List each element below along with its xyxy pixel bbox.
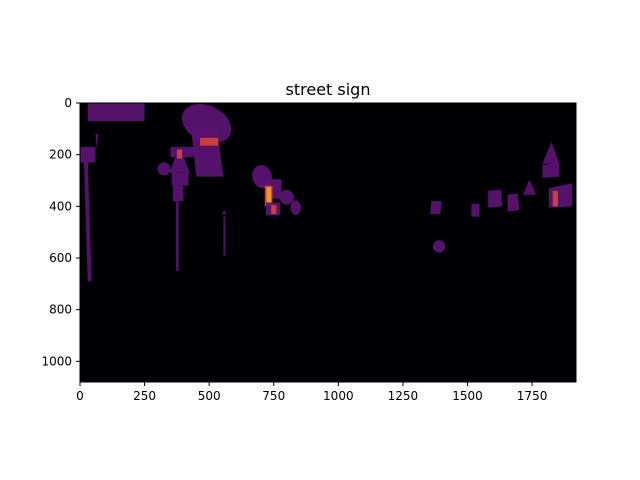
- x-tick-label: 0: [76, 389, 84, 403]
- chart-title: street sign: [286, 80, 371, 99]
- heatmap-region: [542, 141, 560, 164]
- heatmap-region: [507, 193, 520, 212]
- heatmap-region: [290, 200, 301, 215]
- heatmap-region: [80, 146, 96, 163]
- x-tick-label: 250: [133, 389, 156, 403]
- x-tick-label: 750: [262, 389, 285, 403]
- heatmap-region: [176, 201, 179, 271]
- x-tick-label: 1500: [452, 389, 483, 403]
- heatmap-region: [430, 201, 442, 215]
- y-tick-label: 0: [64, 96, 72, 110]
- heatmap-region: [271, 205, 277, 215]
- heatmap-region: [200, 137, 219, 146]
- heatmap-region: [157, 162, 171, 176]
- x-tick-label: 1000: [323, 389, 354, 403]
- heatmap-background: [80, 103, 576, 382]
- heatmap-region: [432, 240, 446, 253]
- axes-frame: [79, 102, 577, 383]
- heatmap-region: [176, 149, 183, 159]
- heatmap-region: [223, 216, 226, 256]
- heatmap-region: [95, 134, 99, 150]
- x-tick-label: 1250: [388, 389, 419, 403]
- heatmap-region: [221, 210, 227, 215]
- heatmap-region: [488, 189, 503, 208]
- heatmap-region: [552, 190, 558, 207]
- heatmap-region: [471, 203, 480, 217]
- heatmap-region: [542, 162, 560, 178]
- x-tick-label: 1750: [517, 389, 548, 403]
- heatmap-region: [87, 103, 145, 122]
- y-axis: 0 200 400 600 800 1000: [41, 96, 80, 368]
- y-tick-label: 400: [49, 199, 72, 213]
- heatmap-region: [279, 190, 294, 205]
- y-tick-label: 1000: [41, 354, 72, 368]
- y-tick-label: 800: [49, 303, 72, 317]
- heatmap-region: [523, 179, 536, 195]
- plot-area: [79, 102, 577, 383]
- heatmap-region: [169, 146, 190, 173]
- heatmap-region: [266, 186, 272, 206]
- x-axis: 0 250 500 750 1000 1250 1500 1750: [76, 382, 547, 403]
- y-tick-label: 600: [49, 251, 72, 265]
- heatmap-region: [171, 172, 189, 186]
- y-tick-label: 200: [49, 148, 72, 162]
- heatmap-region: [173, 185, 184, 202]
- heatmap-region: [83, 159, 92, 282]
- x-tick-label: 500: [198, 389, 221, 403]
